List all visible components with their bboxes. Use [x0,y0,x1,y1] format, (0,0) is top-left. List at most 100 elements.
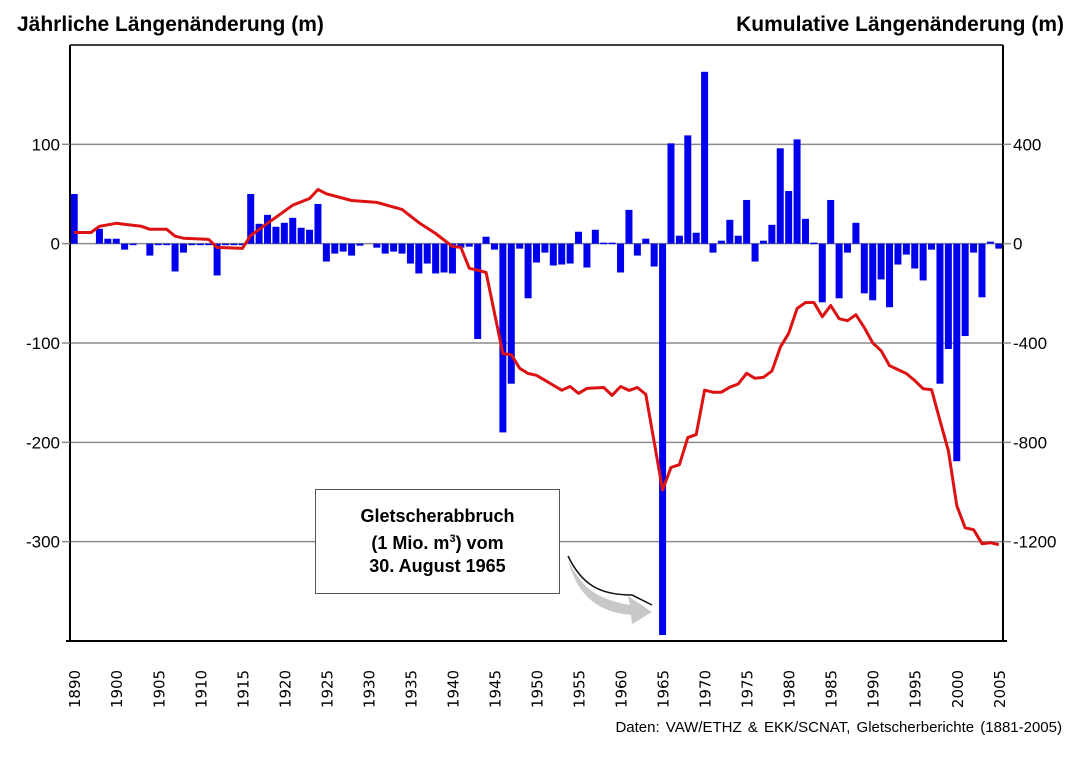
bar-1978 [768,224,776,244]
bar-1912 [213,243,221,276]
x-axis-ticks: 1890 1900 1905 1910 1915 1920 1925 1930 1935 1940… [66,670,1009,708]
bar-1945 [490,243,498,250]
bar-1895 [70,194,78,244]
bar-1985 [827,199,835,244]
data-source-note: Daten: VAW/ETHZ & EKK/SCNAT, Gletscherbe… [615,719,1062,736]
bar-1964 [650,243,658,267]
bar-1907 [171,243,179,272]
bar-1951 [541,243,549,253]
annotation-box: Gletscherabbruch (1 Mio. m3) vom 30. Aug… [315,489,560,594]
annotation-line-2-pre: (1 Mio. m [371,533,450,553]
bar-1987 [844,243,851,253]
annotation-line-1: Gletscherabbruch [360,506,515,526]
x-tick-label: 1915 [234,670,252,708]
bar-2005 [995,243,1003,249]
bar-1998 [936,243,944,384]
arrow-outline [567,555,653,606]
bar-1906 [163,243,171,246]
bar-1954 [566,243,574,264]
x-tick-label: 1920 [276,670,294,708]
x-tick-label: 1980 [781,670,799,708]
right-tick-label: -1200 [1013,533,1056,552]
x-tick-label: 1955 [571,670,589,708]
bar-1990 [869,243,877,301]
bar-1956 [583,243,591,268]
bar-1909 [188,243,196,246]
bar-1972 [717,240,725,244]
bar-1898 [95,228,103,244]
bar-1927 [339,243,347,252]
cumulative-change-line [74,188,1000,547]
bar-1982 [801,218,809,244]
bar-1962 [633,243,641,256]
bar-1974 [734,235,742,244]
bar-1918 [264,214,272,244]
bar-1973 [726,219,734,244]
left-tick-label: -300 [26,533,60,552]
bar-1958 [600,242,608,245]
bar-1904 [146,243,154,256]
annotation-line-2: (1 Mio. m3) vom [371,528,503,555]
bar-2002 [970,243,978,253]
bar-1970 [701,71,709,244]
bar-1921 [289,217,297,244]
x-tick-label: 2000 [949,670,967,708]
bar-1910 [196,243,204,246]
bar-1931 [373,243,381,248]
x-tick-label: 1975 [739,670,757,708]
x-tick-label: 1950 [529,670,547,708]
gridlines [70,143,1003,543]
bar-1920 [280,222,288,244]
left-tick-label: -200 [26,433,60,452]
bar-1936 [415,243,423,274]
bar-1901 [121,243,129,250]
bar-1975 [743,199,751,244]
bar-1944 [482,236,490,244]
bar-1926 [331,243,339,254]
bar-1932 [381,243,389,254]
x-tick-label: 1905 [150,670,168,708]
bar-1905 [154,243,162,246]
left-tick-label: 100 [32,135,60,154]
bar-1934 [398,243,406,254]
bar-1996 [919,243,927,281]
bar-1968 [684,135,692,244]
x-tick-label: 1970 [697,670,715,708]
annual-change-bars [70,71,1003,636]
bar-1900 [112,238,120,244]
right-tick-label: -800 [1013,433,1047,452]
x-tick-label: 1935 [402,670,420,708]
bar-1981 [793,139,801,244]
bar-1943 [474,243,482,340]
bar-1959 [608,242,616,245]
bar-1948 [516,243,524,249]
bar-1942 [465,243,473,247]
left-tick-label: 0 [51,235,60,254]
bar-1946 [499,243,507,433]
bar-1923 [306,229,314,244]
bar-1997 [928,243,936,250]
bar-1991 [877,243,885,280]
bar-1902 [129,243,137,246]
x-tick-label: 1960 [613,670,631,708]
bar-1941 [457,243,465,248]
bar-1994 [902,243,910,255]
bar-1980 [785,191,793,244]
bar-1971 [709,243,717,253]
x-tick-label: 1945 [486,670,504,708]
bar-1967 [675,235,683,244]
annotation-line-2-post: ) vom [455,533,504,553]
x-tick-label: 1995 [907,670,925,708]
bar-1925 [322,243,330,262]
bar-1949 [524,243,532,299]
annotation-superscript: 3 [449,533,456,545]
bar-1938 [432,243,440,274]
bar-1988 [852,222,860,244]
x-tick-label: 1925 [318,670,336,708]
bar-1992 [886,243,894,308]
right-tick-label: -400 [1013,334,1047,353]
bar-1976 [751,243,759,262]
bar-1957 [591,229,599,244]
bar-2001 [961,243,969,337]
